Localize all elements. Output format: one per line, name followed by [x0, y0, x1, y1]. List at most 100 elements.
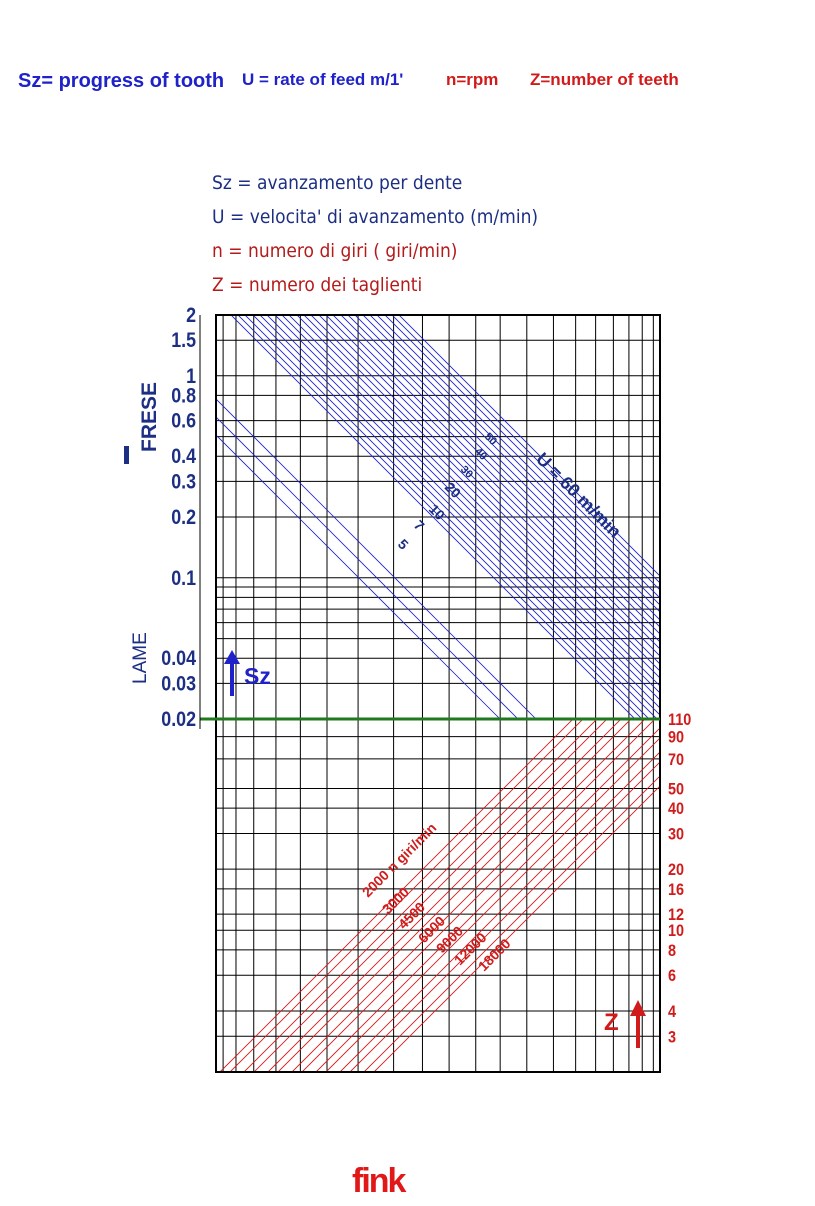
n-series-line — [315, 727, 660, 1072]
n-series-line — [277, 719, 632, 1072]
u-series-line — [384, 315, 660, 591]
n-series-line — [363, 775, 660, 1072]
u-series-line — [259, 315, 660, 716]
legend-z: Z = numero dei taglienti — [212, 274, 423, 296]
header-z: Z=number of teeth — [530, 70, 679, 89]
sz-axis-name: Sz — [244, 663, 271, 689]
n-series-line — [253, 719, 608, 1072]
sz-tick-labels: 21.5 10.80.6 0.40.3 0.2 0.1 0.040.03 0.02 — [161, 304, 196, 732]
z-tick-label: 110 — [668, 711, 692, 729]
z-tick-label: 6 — [668, 967, 676, 985]
u-series-label: 50 — [482, 431, 499, 448]
n-series-labels: 2000 n giri/min3000450060009000120001800… — [359, 819, 514, 974]
n-series-line — [349, 761, 660, 1072]
sz-tick-label: 1.5 — [171, 329, 196, 353]
z-tick-label: 12 — [668, 906, 684, 924]
sz-tick-label: 0.04 — [161, 647, 196, 671]
sz-tick-label: 0.2 — [171, 506, 196, 530]
u-series-line — [266, 315, 660, 709]
header-n: n=rpm — [446, 70, 499, 89]
u-series-line — [288, 315, 660, 687]
z-tick-label: 30 — [668, 825, 684, 843]
lame-label: LAME — [130, 632, 151, 684]
u-series-line — [303, 315, 660, 672]
u-series-line — [310, 315, 660, 665]
sz-tick-label: 0.4 — [171, 445, 196, 469]
chart-frame — [199, 314, 661, 1073]
n-series-line — [291, 719, 646, 1072]
n-series-line — [339, 751, 660, 1072]
sz-arrow-head — [224, 650, 240, 664]
u-series-line — [216, 398, 537, 719]
n-series-lines — [219, 719, 660, 1072]
sz-tick-label: 0.02 — [161, 708, 196, 732]
axis-marks: FRESE LAME Sz Z — [124, 382, 646, 1048]
z-tick-label: 8 — [668, 942, 676, 960]
legend-block: Sz = avanzamento per dente U = velocita'… — [212, 166, 574, 302]
u-series-line — [281, 315, 660, 694]
u-series-label: 5 — [395, 536, 412, 553]
z-tick-label: 3 — [668, 1028, 676, 1046]
u-series-line — [274, 315, 660, 701]
n-series-line — [219, 719, 574, 1072]
u-series-line — [216, 416, 519, 719]
u-series-line — [391, 315, 660, 584]
z-tick-label: 70 — [668, 751, 684, 769]
n-series-line — [301, 719, 656, 1072]
u-series-line — [332, 315, 660, 643]
u-series-line — [362, 315, 660, 613]
u-series-line — [376, 315, 660, 599]
sz-tick-label: 0.3 — [171, 470, 196, 494]
z-axis-name: Z — [604, 1009, 619, 1036]
z-tick-label: 16 — [668, 881, 684, 899]
frese-label: FRESE — [138, 382, 161, 452]
n-series-line — [267, 719, 622, 1072]
vertical-gridlines — [222, 315, 654, 1072]
z-tick-label: 4 — [668, 1003, 676, 1021]
legend-n: n = numero di giri ( giri/min) — [212, 240, 458, 262]
sz-tick-label: 2 — [186, 304, 196, 328]
chart-border — [215, 314, 661, 1073]
u-series-label: 7 — [411, 517, 428, 534]
u-series-line — [296, 315, 660, 679]
u-series-line — [252, 315, 658, 719]
u-series-line — [325, 315, 660, 650]
u-series-line — [230, 315, 636, 719]
fink-logo: fink — [352, 1162, 406, 1200]
legend-sz: Sz = avanzamento per dente — [212, 172, 463, 194]
u-series-lines — [216, 315, 660, 719]
u-series-line — [318, 315, 660, 657]
z-gridlines — [216, 736, 660, 1037]
n-series-line — [325, 737, 660, 1072]
u-series-line — [369, 315, 660, 606]
header-u: U = rate of feed m/1' — [242, 70, 404, 89]
n-series-line — [243, 719, 598, 1072]
z-tick-label: 20 — [668, 861, 684, 879]
u-series-line — [398, 315, 660, 577]
u-series-label: 10 — [426, 501, 448, 523]
legend-u: U = velocita' di avanzamento (m/min) — [212, 206, 539, 228]
header-sz: Sz= progress of tooth — [18, 70, 224, 93]
frese-bar — [124, 446, 129, 464]
u-series-line — [237, 315, 643, 719]
z-tick-label: 40 — [668, 800, 684, 818]
n-series-line — [229, 719, 584, 1072]
sz-tick-label: 1 — [186, 364, 196, 388]
sz-tick-label: 0.1 — [171, 566, 196, 590]
sz-tick-label: 0.6 — [171, 409, 196, 433]
u-series-line — [340, 315, 660, 635]
u-series-line — [354, 315, 660, 621]
u-series-line — [347, 315, 660, 628]
sz-tick-label: 0.03 — [161, 672, 196, 696]
u-series-line — [216, 434, 501, 719]
z-arrow-head — [630, 1000, 646, 1016]
header-sz-text: Sz= progress of tooth — [18, 70, 225, 92]
z-tick-label: 50 — [668, 780, 684, 798]
sz-tick-label: 0.8 — [171, 384, 196, 408]
z-tick-label: 10 — [668, 922, 684, 940]
n-series-line — [373, 785, 660, 1072]
z-tick-label: 90 — [668, 729, 684, 747]
u-series-line — [244, 315, 650, 719]
